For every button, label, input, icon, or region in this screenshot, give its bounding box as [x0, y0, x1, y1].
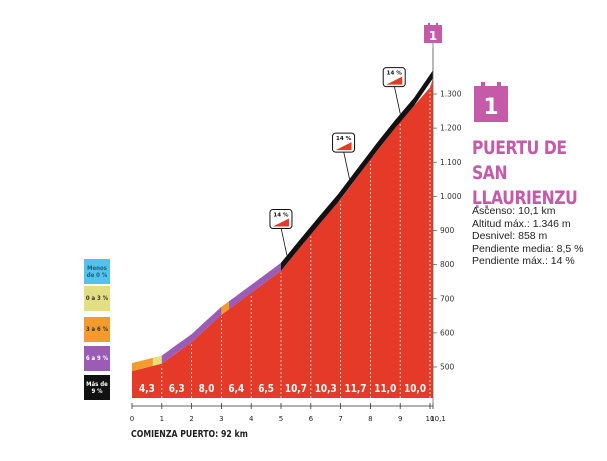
- ribbon-segment: [161, 306, 222, 364]
- y-tick-label: 600: [440, 328, 455, 337]
- climb-stats: Ascenso: 10,1 km Altitud máx.: 1.346 m D…: [472, 205, 584, 268]
- climb-name-line-2: SAN ḶḶAURIENZU: [472, 162, 578, 209]
- y-tick-label: 900: [440, 226, 455, 235]
- x-tick-label: 2: [189, 415, 193, 423]
- legend-label: Menos de 0 %: [86, 264, 108, 279]
- gradient-ribbon-group: [132, 70, 433, 372]
- y-tick-label: 1.300: [440, 90, 462, 99]
- marker-slope-icon: [335, 142, 352, 151]
- stat-max-gradient: Pendiente máx.: 14 %: [472, 255, 575, 267]
- summit-number: 1: [429, 29, 437, 43]
- x-tick-label: 5: [279, 415, 283, 423]
- marker-slope-icon: [386, 76, 403, 85]
- legend-item-0-3: 0 a 3 %: [84, 286, 110, 311]
- segment-gradient-label: 6,4: [228, 383, 244, 395]
- ribbon-segment: [221, 301, 229, 315]
- segment-gradient-label: 4,3: [139, 383, 155, 395]
- ribbon-segment: [281, 70, 433, 271]
- x-tick-label: 7: [338, 415, 342, 423]
- marker-leader-line: [343, 151, 350, 180]
- y-tick-label: 500: [440, 363, 455, 372]
- ribbon-segment: [228, 262, 281, 310]
- max-gradient-label: 14 %: [387, 71, 403, 77]
- x-tick-label: 4: [249, 415, 254, 423]
- x-tick-label-end: 10,1: [430, 415, 446, 423]
- x-tick-label: 8: [368, 415, 372, 423]
- x-tick-label: 6: [309, 415, 314, 423]
- segment-gradient-label: 10,3: [315, 383, 337, 395]
- km-gridlines: [161, 89, 431, 398]
- legend-label: 3 a 6 %: [85, 326, 109, 333]
- legend-item-over-9: Más de 9 %: [84, 375, 110, 400]
- stat-ascent: Ascenso: 10,1 km: [472, 205, 556, 217]
- legend-item-descent: Menos de 0 %: [84, 259, 110, 284]
- start-label: COMIENZA PUERTO: 92 km: [131, 429, 248, 440]
- marker-leader-line: [280, 227, 288, 256]
- y-tick-label: 1.100: [440, 158, 462, 167]
- x-tick-label: 1: [160, 415, 164, 423]
- ribbon-segment: [132, 357, 153, 372]
- x-tick-label: 9: [398, 415, 402, 423]
- max-gradient-label: 14 %: [336, 136, 352, 142]
- climb-name-line-1: PUERTU DE: [472, 137, 567, 159]
- climb-number: 1: [483, 95, 498, 120]
- x-tick-label: 10: [426, 415, 435, 423]
- segment-gradient-label: 10,0: [404, 383, 426, 395]
- segment-gradient-label: 11,7: [345, 383, 367, 395]
- stat-elevation-gain: Desnivel: 858 m: [472, 230, 548, 242]
- segment-gradient-label: 6,5: [258, 383, 274, 395]
- legend-item-3-6: 3 a 6 %: [84, 317, 110, 342]
- summit-badge: [424, 23, 442, 43]
- legend-label: 0 a 3 %: [85, 295, 109, 302]
- stat-max-altitude: Altitud máx.: 1.346 m: [472, 217, 571, 230]
- profile-area-group: [132, 78, 433, 399]
- segment-gradient-label: 6,3: [169, 383, 185, 395]
- legend-label: 6 a 9 %: [85, 355, 109, 362]
- segment-gradient-label: 10,7: [285, 383, 307, 395]
- y-tick-label: 1.200: [440, 124, 462, 133]
- stat-average-gradient: Pendiente media: 8,5 %: [472, 242, 584, 255]
- max-gradient-label: 14 %: [273, 212, 289, 218]
- profile-area: [132, 78, 433, 399]
- legend-label: Más de 9 %: [86, 380, 108, 395]
- max-gradient-markers: 14 % 14 % 14 % 1: [269, 23, 442, 256]
- climb-number-badge: 1: [474, 82, 508, 122]
- marker-slope-icon: [272, 218, 289, 227]
- y-tick-label: 800: [440, 260, 455, 269]
- x-tick-label: 3: [219, 415, 223, 423]
- marker-leader-line: [393, 85, 401, 114]
- ribbon-segment: [152, 355, 162, 366]
- y-axis: 500 600 700 800 900 1.000 1.100 1.200 1.300: [432, 48, 462, 406]
- segment-gradient-label: 8,0: [199, 383, 215, 395]
- legend-item-6-9: 6 a 9 %: [84, 346, 110, 371]
- segment-gradient-label: 11,0: [374, 383, 396, 395]
- x-tick-label: 0: [130, 415, 134, 423]
- climb-title: PUERTU DE SAN ḶḶAURIENZU: [472, 136, 583, 211]
- segment-gradient-labels: 4,3 6,3 8,0 6,4 6,5 10,7 10,3 11,7 11,0 10,0: [139, 383, 426, 395]
- y-tick-label: 1.000: [440, 192, 462, 201]
- y-tick-label: 700: [440, 294, 455, 303]
